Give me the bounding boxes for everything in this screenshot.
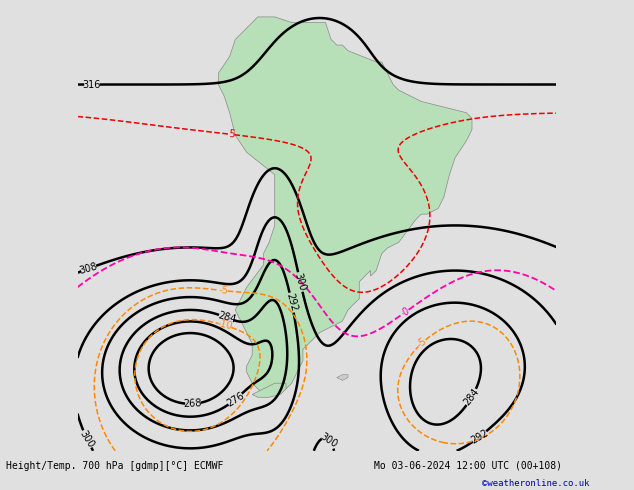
Text: 300: 300 <box>78 429 96 449</box>
Text: 308: 308 <box>79 261 99 276</box>
Text: -5: -5 <box>415 336 429 350</box>
Text: 300: 300 <box>293 272 307 292</box>
Text: 5: 5 <box>228 129 235 140</box>
Text: Height/Temp. 700 hPa [gdmp][°C] ECMWF: Height/Temp. 700 hPa [gdmp][°C] ECMWF <box>6 461 224 470</box>
Text: 276: 276 <box>224 390 246 409</box>
Text: 292: 292 <box>469 428 490 445</box>
Text: 316: 316 <box>83 79 101 90</box>
Text: Mo 03-06-2024 12:00 UTC (00+108): Mo 03-06-2024 12:00 UTC (00+108) <box>374 461 562 470</box>
Text: 292: 292 <box>285 293 299 313</box>
Text: 284: 284 <box>216 310 236 325</box>
Polygon shape <box>252 383 286 397</box>
Text: -5: -5 <box>218 285 229 296</box>
Text: ©weatheronline.co.uk: ©weatheronline.co.uk <box>482 479 590 488</box>
Text: 300: 300 <box>318 431 339 450</box>
Text: 0: 0 <box>401 306 411 318</box>
Text: -10: -10 <box>216 318 234 332</box>
Text: 284: 284 <box>462 387 481 408</box>
Polygon shape <box>337 375 348 380</box>
Text: 268: 268 <box>183 398 202 409</box>
Polygon shape <box>218 17 472 394</box>
